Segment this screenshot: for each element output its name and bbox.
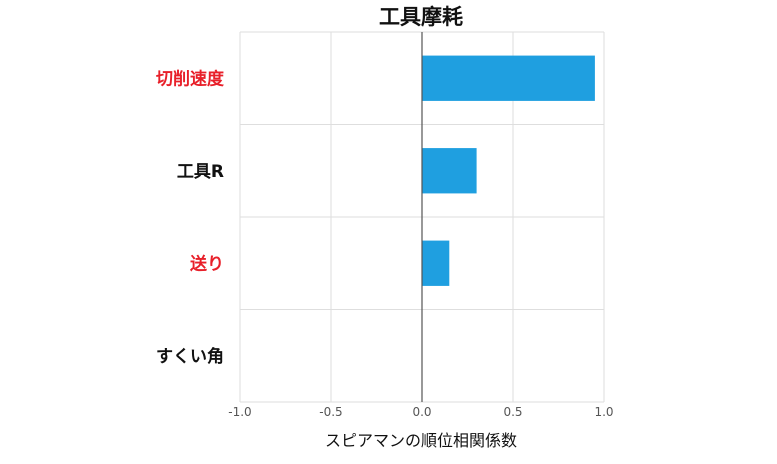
chart-title: 工具摩耗 [379, 5, 463, 29]
x-tick-label: 0.5 [503, 405, 522, 419]
category-label: 送り [190, 253, 224, 274]
category-label: 切削速度 [156, 68, 225, 89]
x-tick-labels: -1.0 -0.5 0.0 0.5 1.0 [228, 405, 613, 419]
category-label: すくい角 [156, 346, 224, 367]
bar-2 [422, 148, 477, 194]
x-tick-label: 1.0 [594, 405, 613, 419]
x-tick-label: -0.5 [319, 405, 342, 419]
x-tick-label: 0.0 [412, 405, 431, 419]
bar-3 [422, 240, 450, 286]
category-label: 工具R [177, 162, 224, 182]
bar-1 [422, 55, 595, 101]
bars-layer [422, 55, 595, 286]
x-axis-label: スピアマンの順位相関係数 [325, 431, 517, 450]
x-tick-label: -1.0 [228, 405, 251, 419]
